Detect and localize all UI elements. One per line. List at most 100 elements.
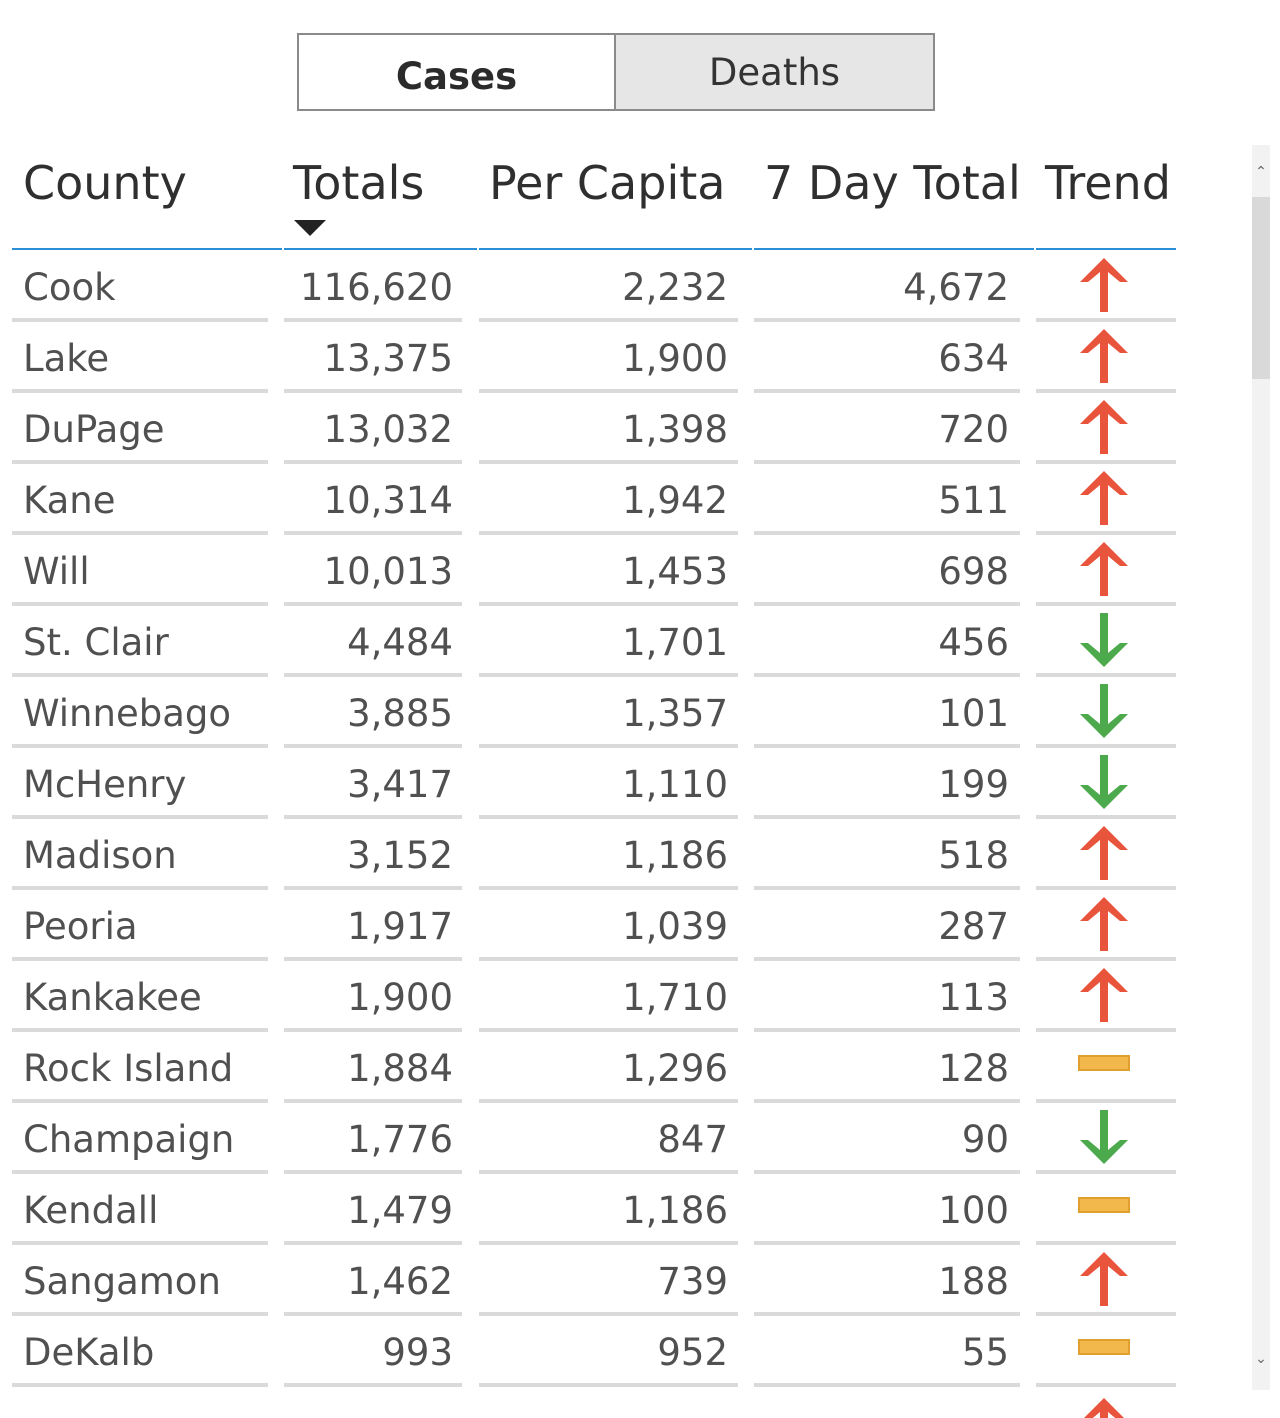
row-divider (12, 815, 268, 819)
cell-7-day-total: 101 (938, 692, 1009, 735)
cell-per-capita: 1,357 (622, 692, 728, 735)
row-divider (1036, 318, 1176, 322)
arrow-up-icon (1084, 1398, 1124, 1418)
header-trend[interactable]: Trend (1045, 156, 1171, 210)
row-divider (12, 1028, 268, 1032)
scrollbar[interactable]: ⌃ ⌄ (1252, 145, 1270, 1390)
row-divider (754, 531, 1020, 535)
table-row[interactable]: Winnebago 3,885 1,357 101 (12, 678, 1176, 749)
cell-per-capita: 952 (657, 1331, 728, 1374)
row-divider (284, 1383, 462, 1387)
row-divider (479, 744, 738, 748)
row-divider (479, 602, 738, 606)
row-divider (284, 318, 462, 322)
table-row[interactable]: Will 10,013 1,453 698 (12, 536, 1176, 607)
table-row[interactable]: Cook 116,620 2,232 4,672 (12, 252, 1176, 323)
row-divider (754, 460, 1020, 464)
cell-totals: 1,479 (347, 1189, 453, 1232)
arrow-down-icon (1080, 684, 1128, 738)
cell-per-capita: 2,232 (622, 266, 728, 309)
table-row[interactable]: Rock Island 1,884 1,296 128 (12, 1033, 1176, 1104)
cell-county: DuPage (23, 408, 165, 451)
table-row[interactable]: DuPage 13,032 1,398 720 (12, 394, 1176, 465)
scroll-up-icon[interactable]: ⌃ (1255, 164, 1267, 180)
table-row[interactable]: Madison 3,152 1,186 518 (12, 820, 1176, 891)
row-divider (1036, 744, 1176, 748)
row-divider (284, 1241, 462, 1245)
row-divider (754, 602, 1020, 606)
cell-per-capita: 1,453 (622, 550, 728, 593)
scroll-down-icon[interactable]: ⌄ (1255, 1351, 1267, 1367)
row-divider (754, 957, 1020, 961)
deaths-button[interactable]: Deaths (616, 33, 935, 111)
row-divider (479, 1099, 738, 1103)
row-divider (1036, 1241, 1176, 1245)
dash-icon (1078, 1339, 1130, 1355)
row-divider (1036, 957, 1176, 961)
row-divider (1036, 673, 1176, 677)
arrow-up-icon (1080, 968, 1128, 1022)
arrow-up-icon (1080, 542, 1128, 596)
row-divider (284, 460, 462, 464)
arrow-up-icon (1080, 400, 1128, 454)
cell-per-capita: 1,296 (622, 1047, 728, 1090)
table-row[interactable]: Peoria 1,917 1,039 287 (12, 891, 1176, 962)
cell-county: DeKalb (23, 1331, 155, 1374)
row-divider (1036, 1028, 1176, 1032)
header-county[interactable]: County (23, 156, 187, 210)
row-divider (754, 1241, 1020, 1245)
cell-7-day-total: 698 (938, 550, 1009, 593)
row-divider (284, 1170, 462, 1174)
table-row[interactable]: Champaign 1,776 847 90 (12, 1104, 1176, 1175)
table-row[interactable]: Kankakee 1,900 1,710 113 (12, 962, 1176, 1033)
row-divider (12, 1312, 268, 1316)
row-divider (754, 1028, 1020, 1032)
table-row[interactable]: Sangamon 1,462 739 188 (12, 1246, 1176, 1317)
row-divider (1036, 1099, 1176, 1103)
cell-county: Kane (23, 479, 116, 522)
cell-totals: 1,462 (347, 1260, 453, 1303)
scrollbar-thumb[interactable] (1252, 197, 1270, 379)
header-totals[interactable]: Totals (293, 156, 425, 210)
cell-totals: 3,417 (347, 763, 453, 806)
cell-county: Sangamon (23, 1260, 221, 1303)
row-divider (284, 602, 462, 606)
row-divider (479, 815, 738, 819)
row-divider (754, 673, 1020, 677)
row-divider (12, 673, 268, 677)
partial-row (12, 1388, 1176, 1418)
cell-totals: 13,375 (323, 337, 453, 380)
header-7-day-total[interactable]: 7 Day Total (764, 156, 1021, 210)
table-row[interactable]: DeKalb 993 952 55 (12, 1317, 1176, 1388)
row-divider (12, 389, 268, 393)
cell-county: Champaign (23, 1118, 235, 1161)
row-divider (479, 1312, 738, 1316)
dash-icon (1078, 1055, 1130, 1071)
row-divider (284, 815, 462, 819)
row-divider (284, 673, 462, 677)
row-divider (479, 886, 738, 890)
header-per-capita[interactable]: Per Capita (489, 156, 726, 210)
table-row[interactable]: St. Clair 4,484 1,701 456 (12, 607, 1176, 678)
row-divider (284, 744, 462, 748)
header-rule (479, 248, 752, 250)
header-rule (284, 248, 477, 250)
row-divider (284, 1312, 462, 1316)
table-row[interactable]: McHenry 3,417 1,110 199 (12, 749, 1176, 820)
arrow-up-icon (1080, 471, 1128, 525)
table-row[interactable]: Kane 10,314 1,942 511 (12, 465, 1176, 536)
table-row[interactable]: Lake 13,375 1,900 634 (12, 323, 1176, 394)
row-divider (754, 886, 1020, 890)
cell-per-capita: 1,710 (622, 976, 728, 1019)
arrow-down-icon (1080, 755, 1128, 809)
cases-button[interactable]: Cases (297, 33, 616, 111)
cell-7-day-total: 199 (938, 763, 1009, 806)
arrow-up-icon (1080, 897, 1128, 951)
cell-7-day-total: 4,672 (903, 266, 1009, 309)
cell-totals: 10,013 (323, 550, 453, 593)
row-divider (284, 1028, 462, 1032)
dash-icon (1078, 1197, 1130, 1213)
cell-7-day-total: 90 (961, 1118, 1009, 1161)
cell-county: McHenry (23, 763, 187, 806)
table-row[interactable]: Kendall 1,479 1,186 100 (12, 1175, 1176, 1246)
